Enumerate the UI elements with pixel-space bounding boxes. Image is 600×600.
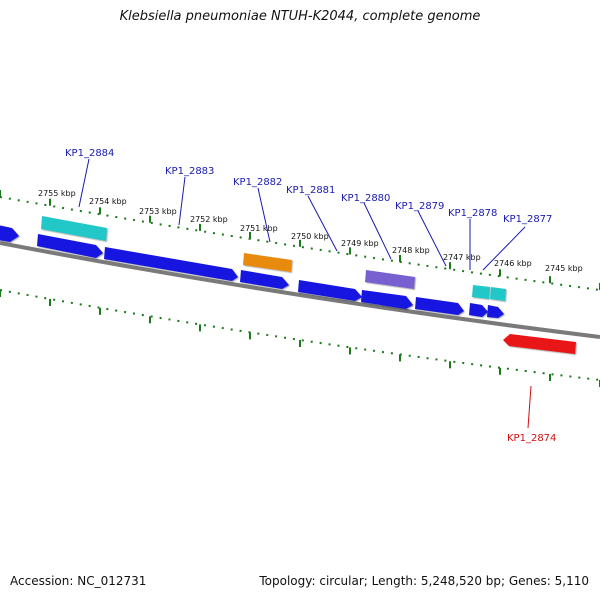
trna-feature[interactable] bbox=[41, 216, 107, 241]
cds-feature[interactable] bbox=[37, 234, 103, 258]
tick-label-2746: 2746 kbp bbox=[494, 259, 532, 268]
cds-feature[interactable] bbox=[104, 247, 238, 281]
cds-feature[interactable] bbox=[469, 303, 488, 317]
gene-label-kp1-2882[interactable]: KP1_2882 bbox=[233, 177, 282, 188]
inner-scale-line bbox=[0, 289, 600, 381]
leader-line bbox=[178, 176, 186, 226]
tick-labels: 2755 kbp 2754 kbp 2753 kbp 2752 kbp 2751… bbox=[38, 189, 583, 273]
misc-feature[interactable] bbox=[365, 270, 415, 289]
cds-feature[interactable] bbox=[361, 290, 413, 309]
trna-feature[interactable] bbox=[490, 287, 506, 301]
gene-label-kp1-2884[interactable]: KP1_2884 bbox=[65, 148, 114, 159]
genome-backbone bbox=[0, 241, 600, 339]
cds-feature[interactable] bbox=[487, 305, 504, 318]
cds-feature[interactable] bbox=[298, 280, 362, 301]
gene-label-kp1-2878[interactable]: KP1_2878 bbox=[448, 208, 497, 219]
tick-label-2752: 2752 kbp bbox=[190, 215, 228, 224]
cds-feature[interactable] bbox=[0, 225, 19, 242]
outer-major-ticks bbox=[0, 190, 600, 290]
tick-label-2750: 2750 kbp bbox=[291, 232, 329, 241]
leader-line bbox=[482, 226, 526, 271]
gene-label-kp1-2880[interactable]: KP1_2880 bbox=[341, 193, 390, 204]
outer-scale-line bbox=[0, 196, 600, 291]
cds-feature[interactable] bbox=[240, 270, 289, 289]
gene-label-kp1-2877[interactable]: KP1_2877 bbox=[503, 214, 552, 225]
map-title: Klebsiella pneumoniae NTUH-K2044, comple… bbox=[119, 9, 481, 24]
gene-labels: KP1_2884 KP1_2883 KP1_2882 KP1_2881 KP1_… bbox=[65, 148, 556, 444]
leader-line bbox=[78, 158, 90, 208]
gene-label-kp1-2883[interactable]: KP1_2883 bbox=[165, 166, 214, 177]
leader-line bbox=[417, 210, 447, 267]
leader-line bbox=[257, 187, 271, 243]
gene-label-kp1-2879[interactable]: KP1_2879 bbox=[395, 201, 444, 212]
tick-label-2745: 2745 kbp bbox=[545, 264, 583, 273]
leader-line bbox=[363, 202, 392, 260]
tick-label-2754: 2754 kbp bbox=[89, 197, 127, 206]
tick-label-2748: 2748 kbp bbox=[392, 246, 430, 255]
reverse-cds-feature[interactable] bbox=[503, 334, 576, 354]
gene-label-kp1-2874[interactable]: KP1_2874 bbox=[507, 433, 556, 444]
genome-summary: Topology: circular; Length: 5,248,520 bp… bbox=[259, 574, 589, 588]
gene-label-kp1-2881[interactable]: KP1_2881 bbox=[286, 185, 335, 196]
reverse-features bbox=[503, 334, 576, 354]
label-leaders bbox=[78, 158, 532, 429]
accession-label: Accession: NC_012731 bbox=[10, 574, 147, 588]
rrna-feature[interactable] bbox=[243, 253, 292, 272]
tick-label-2749: 2749 kbp bbox=[341, 239, 379, 248]
forward-features bbox=[0, 216, 506, 318]
cds-feature[interactable] bbox=[415, 297, 464, 315]
tick-label-2751: 2751 kbp bbox=[240, 224, 278, 233]
leader-line bbox=[307, 195, 338, 252]
trna-feature[interactable] bbox=[472, 285, 490, 299]
leader-line bbox=[527, 385, 532, 429]
tick-label-2753: 2753 kbp bbox=[139, 207, 177, 216]
inner-major-ticks bbox=[0, 290, 600, 387]
tick-label-2755: 2755 kbp bbox=[38, 189, 76, 198]
tick-label-2747: 2747 kbp bbox=[443, 253, 481, 262]
